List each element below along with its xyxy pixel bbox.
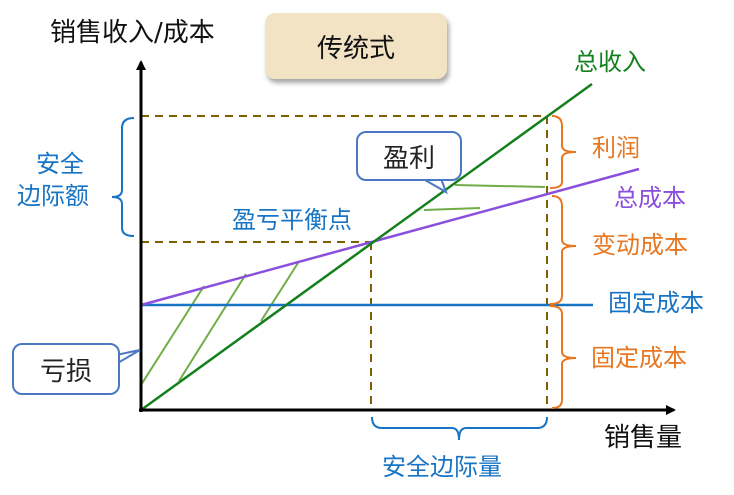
profit-label: 利润 — [592, 134, 640, 162]
total-cost-line — [140, 167, 640, 307]
fixed-cost-line-label: 固定成本 — [608, 289, 704, 317]
break-even-label: 盈亏平衡点 — [232, 206, 352, 234]
title-badge: 传统式 — [265, 13, 447, 79]
loss-callout-tail — [115, 349, 141, 365]
loss-hatch — [140, 262, 299, 386]
profit-callout: 盈利 — [356, 131, 462, 181]
total-revenue-label: 总收入 — [574, 48, 646, 76]
variable-cost-label: 变动成本 — [592, 231, 688, 259]
x-axis-label: 销售量 — [604, 423, 683, 453]
loss-callout: 亏损 — [12, 343, 120, 395]
total-revenue-line — [140, 82, 593, 412]
profit-brace — [549, 115, 577, 189]
profit-hatch — [423, 184, 546, 211]
safety-margin-amount-label: 安全 边际额 — [17, 148, 89, 212]
safety-margin-amount-brace — [111, 117, 135, 237]
safety-margin-amount-line1: 安全 — [36, 150, 84, 178]
safety-margin-volume-brace — [371, 416, 548, 441]
dashed-guides — [141, 115, 548, 410]
y-axis-label: 销售收入/成本 — [50, 18, 215, 48]
fixed-cost-brace-label: 固定成本 — [591, 344, 687, 372]
fixed-cost-brace — [549, 305, 577, 409]
variable-cost-brace — [549, 195, 577, 305]
safety-margin-volume-label: 安全边际量 — [382, 453, 502, 481]
total-cost-label: 总成本 — [614, 184, 686, 212]
safety-margin-amount-line2: 边际额 — [17, 182, 89, 210]
